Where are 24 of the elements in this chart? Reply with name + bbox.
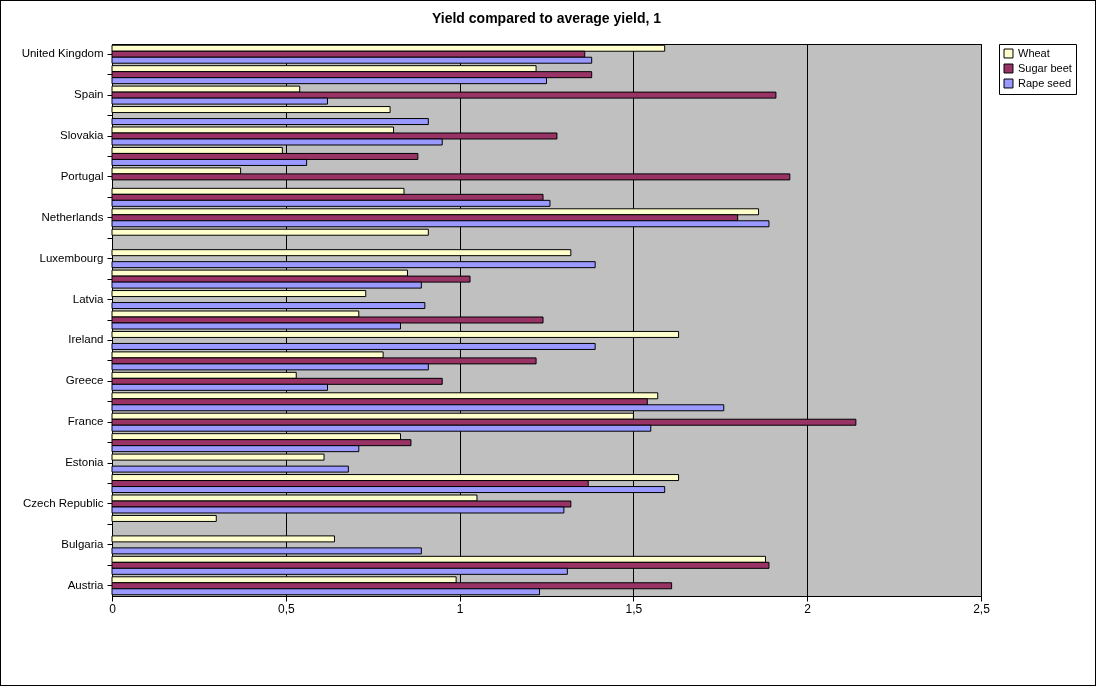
y-tick-label: France [67,415,104,428]
x-tick-label: 2 [804,601,812,616]
x-tick-label: 1 [456,601,464,616]
x-tick-label: 0 [109,601,117,616]
y-tick-label: Bulgaria [61,537,105,550]
legend-label: Wheat [1018,46,1050,59]
x-tick-label: 0,5 [277,601,295,616]
y-tick-label: Estonia [65,456,105,469]
y-tick-label: Portugal [60,169,104,182]
y-tick-label: Ireland [68,333,104,346]
chart-title: Yield compared to average yield, 1 [431,9,662,26]
x-tick-label: 1,5 [625,601,643,616]
y-tick-label: Latvia [72,292,105,305]
y-tick-label: Austria [67,578,105,591]
y-tick-label: Spain [74,88,104,101]
y-tick-label: Czech Republic [22,497,104,509]
y-tick-label: United Kingdom [21,47,104,60]
y-tick-label: Slovakia [60,129,105,141]
y-tick-label: Luxembourg [39,251,104,264]
y-tick-label: Netherlands [41,210,104,223]
y-tick-label: Greece [65,374,104,387]
legend-label: Rape seed [1018,76,1072,89]
x-tick-label: 2,5 [973,601,991,616]
legend-label: Sugar beet [1018,61,1072,74]
